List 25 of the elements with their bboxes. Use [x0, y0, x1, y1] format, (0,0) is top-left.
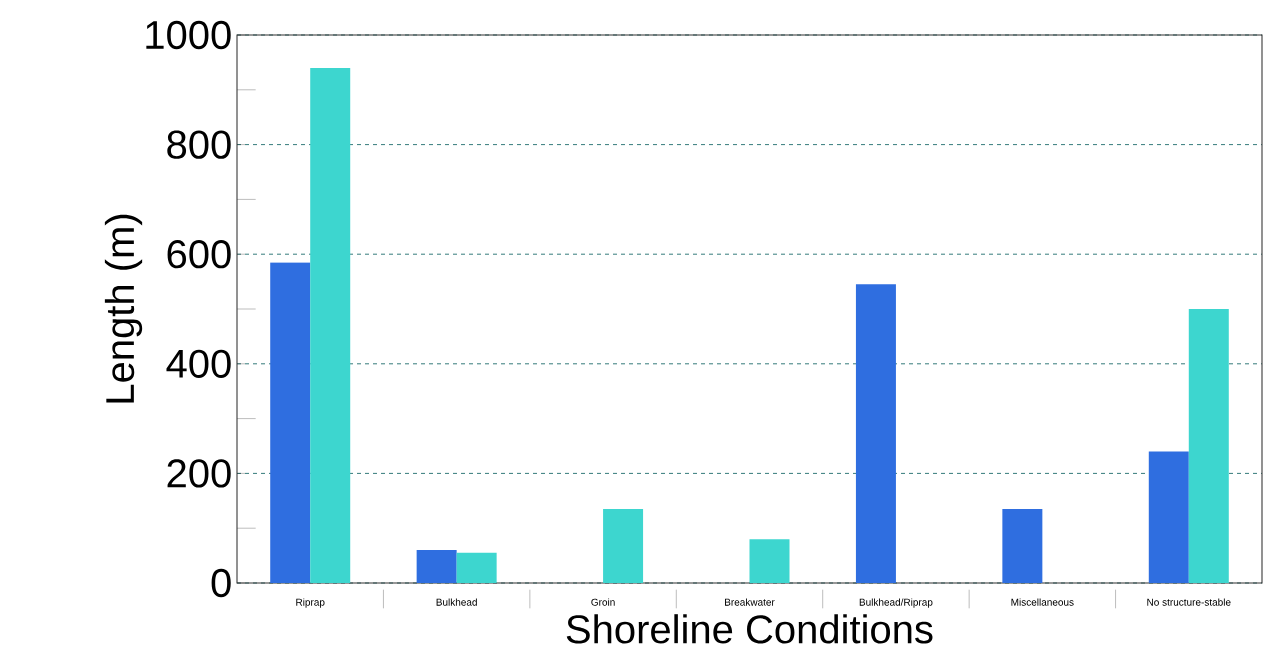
x-tick-label: Groin [591, 598, 615, 606]
y-tick-label: 400 [166, 349, 231, 378]
x-tick-label: Bulkhead/Riprap [859, 598, 933, 608]
y-tick-label: 800 [167, 130, 231, 159]
y-axis-title: Length (m) [104, 214, 143, 403]
y-tick-label: 600 [167, 240, 231, 269]
x-tick-label: Miscellaneous [1011, 598, 1074, 606]
y-tick-label: 1000 [146, 20, 231, 50]
bar [1002, 509, 1043, 583]
x-tick-label: Riprap [296, 598, 325, 608]
y-tick-label: 0 [211, 568, 231, 598]
bar [855, 284, 896, 583]
bar [749, 539, 790, 583]
bar [416, 550, 457, 583]
bar [603, 509, 644, 583]
bar [456, 552, 497, 583]
x-axis-title: Shoreline Conditions [566, 614, 933, 644]
bar [1148, 451, 1189, 583]
x-tick-label: Breakwater [725, 598, 775, 606]
x-tick-label: No structure-stable [1147, 598, 1231, 606]
bar [1188, 309, 1229, 583]
y-tick-label: 200 [167, 459, 231, 488]
x-tick-label: Bulkhead [436, 598, 477, 606]
bar [270, 262, 311, 583]
bar [310, 67, 351, 583]
